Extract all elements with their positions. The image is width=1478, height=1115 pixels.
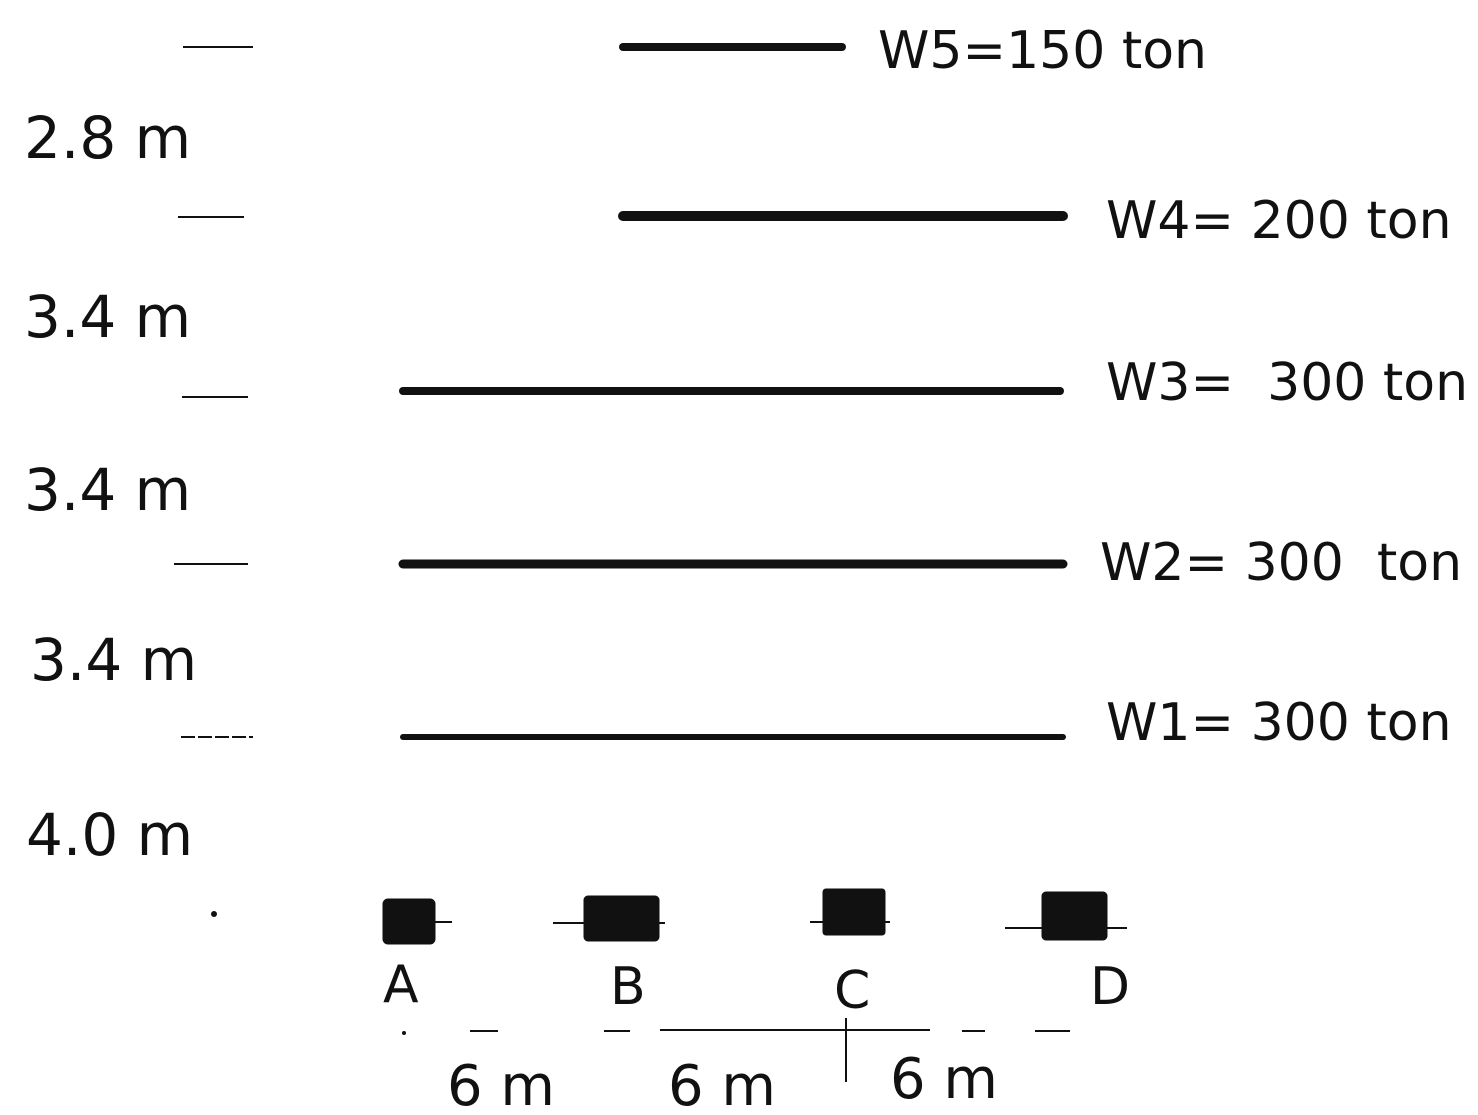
story-height-2: 3.4 m	[30, 626, 197, 694]
floor-weight-4: W4= 200 ton	[1106, 191, 1452, 251]
bay-span-ab: 6 m	[447, 1054, 555, 1115]
floor-slabs	[398, 43, 1068, 740]
floor-weight-3: W3= 300 ton	[1106, 353, 1468, 413]
story-heights: 2.8 m 3.4 m 3.4 m 3.4 m 4.0 m	[24, 104, 197, 869]
footing-c	[822, 888, 886, 936]
level-tick-ground	[211, 911, 217, 917]
story-height-1: 4.0 m	[26, 801, 193, 869]
level-ticks	[174, 46, 253, 917]
bay-spans: 6 m 6 m 6 m	[447, 1047, 998, 1115]
story-height-4: 3.4 m	[24, 283, 191, 351]
footings	[382, 888, 1127, 945]
footing-a	[382, 898, 436, 945]
column-label-d: D	[1090, 957, 1130, 1017]
story-height-3: 3.4 m	[24, 456, 191, 524]
floor-weight-1: W1= 300 ton	[1106, 693, 1452, 753]
column-label-b: B	[610, 957, 646, 1017]
bay-span-cd: 6 m	[890, 1047, 998, 1112]
dimension-tick-a	[402, 1031, 406, 1035]
story-height-5: 2.8 m	[24, 104, 191, 172]
floor-weights: W5=150 ton W4= 200 ton W3= 300 ton W2= 3…	[878, 21, 1468, 753]
column-label-a: A	[383, 955, 419, 1015]
footing-b	[583, 895, 660, 942]
column-label-c: C	[834, 961, 870, 1021]
bay-span-bc: 6 m	[668, 1054, 776, 1115]
bay-dimension-line	[402, 1018, 1070, 1082]
floor-weight-5: W5=150 ton	[878, 21, 1207, 81]
footing-d	[1041, 891, 1108, 941]
floor-weight-2: W2= 300 ton	[1100, 533, 1462, 593]
column-labels: A B C D	[383, 955, 1130, 1021]
